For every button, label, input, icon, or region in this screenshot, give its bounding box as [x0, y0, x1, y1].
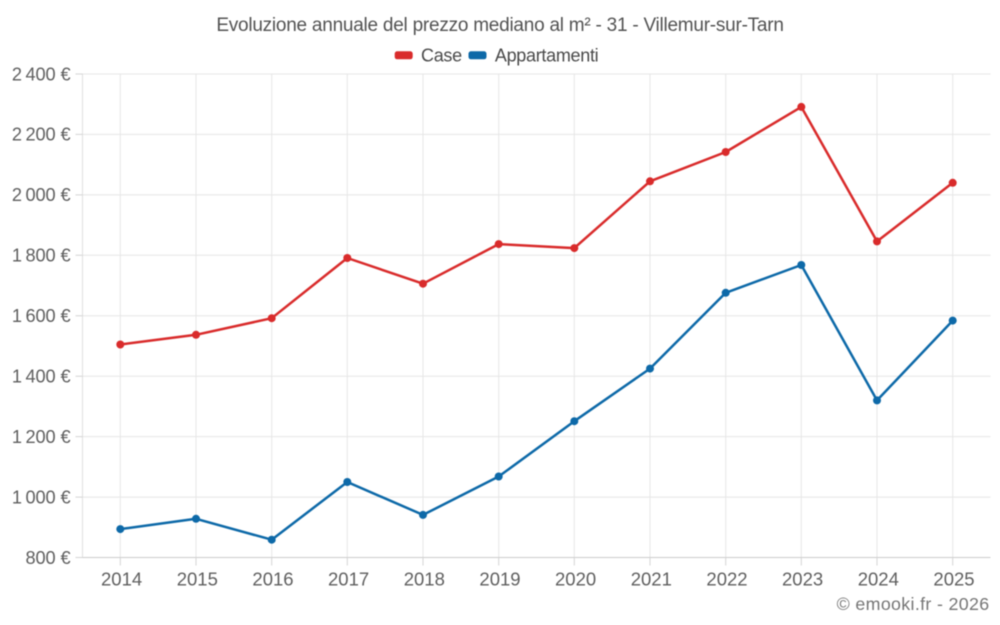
svg-text:2019: 2019 — [479, 568, 520, 589]
svg-text:1 600 €: 1 600 € — [12, 306, 71, 326]
svg-text:2024: 2024 — [858, 568, 899, 589]
svg-text:2021: 2021 — [631, 568, 672, 589]
svg-text:2014: 2014 — [101, 568, 142, 589]
svg-text:Appartamenti: Appartamenti — [495, 45, 598, 65]
svg-text:2 400 €: 2 400 € — [12, 64, 71, 84]
svg-text:1 000 €: 1 000 € — [12, 487, 71, 507]
svg-text:2 200 €: 2 200 € — [12, 125, 71, 145]
svg-text:1 800 €: 1 800 € — [12, 246, 71, 266]
svg-text:2017: 2017 — [328, 568, 369, 589]
svg-text:© emooki.fr - 2026: © emooki.fr - 2026 — [837, 594, 990, 614]
svg-text:800 €: 800 € — [25, 548, 70, 568]
svg-text:2022: 2022 — [706, 568, 747, 589]
svg-text:1 400 €: 1 400 € — [12, 367, 71, 387]
svg-text:2025: 2025 — [933, 568, 974, 589]
svg-text:2 000 €: 2 000 € — [12, 185, 71, 205]
svg-text:2015: 2015 — [177, 568, 218, 589]
svg-text:2020: 2020 — [555, 568, 596, 589]
svg-text:2018: 2018 — [404, 568, 445, 589]
svg-text:Case: Case — [421, 45, 462, 65]
svg-text:Evoluzione annuale del prezzo: Evoluzione annuale del prezzo mediano al… — [216, 15, 783, 36]
svg-text:1 200 €: 1 200 € — [12, 427, 71, 447]
svg-text:2016: 2016 — [252, 568, 293, 589]
svg-text:2023: 2023 — [782, 568, 823, 589]
